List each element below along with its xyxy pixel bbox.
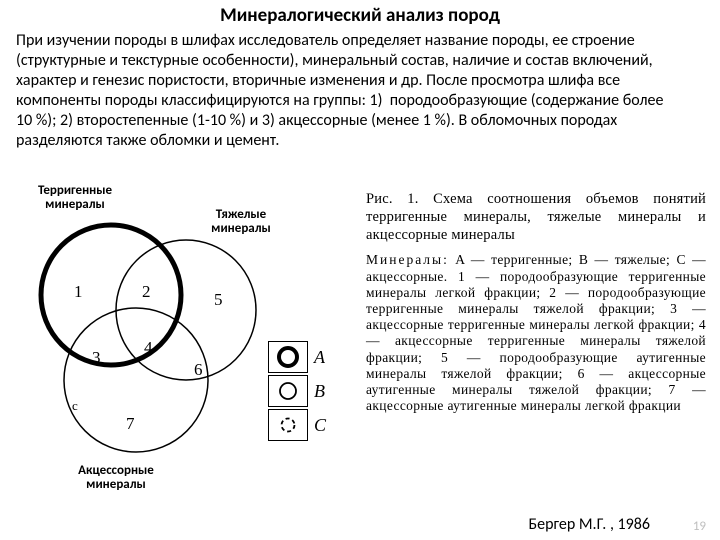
region-1: 1 (74, 282, 83, 302)
caption-body-text: A — терригенные; B — тяжелые; C — акцесс… (366, 252, 706, 413)
region-4: 4 (144, 338, 153, 358)
page-title: Минералогический анализ пород (16, 4, 704, 27)
figure-caption-column: Рис. 1. Схема соотношения объемов поняти… (366, 190, 706, 414)
region-2: 2 (142, 282, 151, 302)
legend-row-C: C (268, 408, 346, 442)
legend-sym-A (268, 341, 308, 373)
page-number: 19 (693, 519, 706, 534)
venn-diagram: Терригенные минералы Тяжелые минералы Ак… (16, 190, 356, 510)
caption-body-label: Минералы: (366, 252, 449, 267)
legend-letter-B: B (314, 381, 325, 402)
legend: A B C (268, 340, 346, 442)
region-6: 6 (194, 360, 203, 380)
region-c-mark: c (72, 398, 78, 414)
figure-area: Терригенные минералы Тяжелые минералы Ак… (16, 190, 704, 512)
citation: Бергер М.Г. , 1986 (529, 515, 650, 534)
legend-letter-C: C (314, 415, 326, 436)
region-3: 3 (92, 348, 101, 368)
legend-row-A: A (268, 340, 346, 374)
legend-sym-B (268, 375, 308, 407)
legend-row-B: B (268, 374, 346, 408)
region-7: 7 (126, 414, 135, 434)
intro-paragraph: При изучении породы в шлифах исследовате… (16, 31, 704, 151)
figure-caption-heading: Рис. 1. Схема соотношения объемов поняти… (366, 190, 706, 244)
figure-caption-body: Минералы: A — терригенные; B — тяжелые; … (366, 252, 706, 414)
circle-A (41, 225, 181, 365)
legend-letter-A: A (314, 347, 325, 368)
page-root: Минералогический анализ пород При изучен… (0, 0, 720, 540)
legend-sym-C (268, 409, 308, 441)
region-5: 5 (214, 290, 223, 310)
